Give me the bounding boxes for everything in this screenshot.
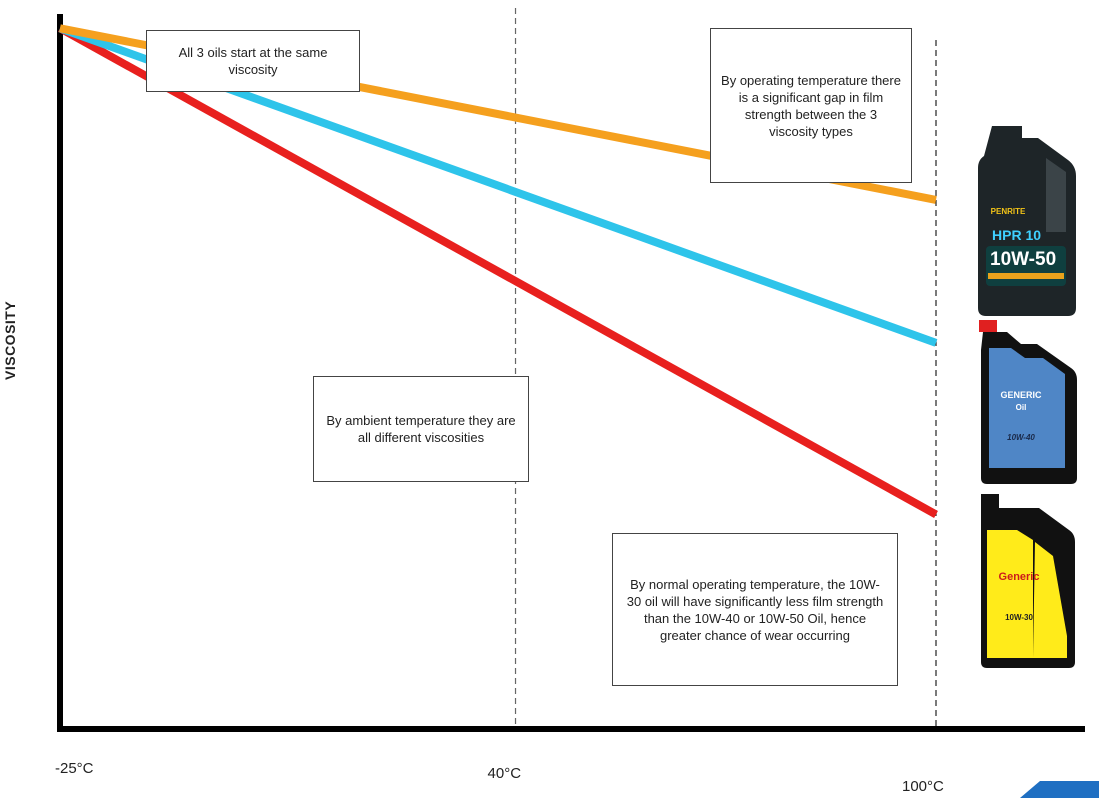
annotation-operating-gap: By operating temperature there is a sign… (710, 28, 912, 183)
x-tick-label-40: 40°C (487, 765, 522, 782)
annotation-normal-operating: By normal operating temperature, the 10W… (612, 533, 898, 686)
bottle-brand-label: PENRITE (991, 207, 1026, 216)
oil-bottle-10w40: GENERIC Oil 10W-40 (979, 320, 1077, 484)
y-axis-label: VISCOSITY (2, 300, 18, 380)
annotation-ambient-different: By ambient temperature they are all diff… (313, 376, 529, 482)
oil-bottle-10w50: PENRITE HPR 10 10W-50 (978, 126, 1076, 316)
bottle-product-label: HPR 10 (992, 227, 1041, 243)
bottle-grade-label: 10W-40 (1007, 433, 1035, 442)
oil-bottle-10w30: Generic 10W-30 (981, 494, 1075, 668)
bottle-grade-label: 10W-50 (990, 249, 1056, 270)
x-tick-label-100: 100°C (902, 778, 944, 795)
bottle-brand-label: Generic (999, 571, 1040, 583)
series-line-2 (58, 24, 938, 518)
bottle-grade-label: 10W-30 (1005, 613, 1033, 622)
bottle-product-label: Oil (1016, 403, 1027, 412)
corner-accent-shape (1020, 781, 1099, 798)
x-tick-label-minus25: -25°C (55, 760, 94, 777)
annotation-start-same: All 3 oils start at the same viscosity (146, 30, 360, 92)
axes (57, 8, 1085, 732)
bottle-brand-label: GENERIC (1000, 390, 1042, 400)
